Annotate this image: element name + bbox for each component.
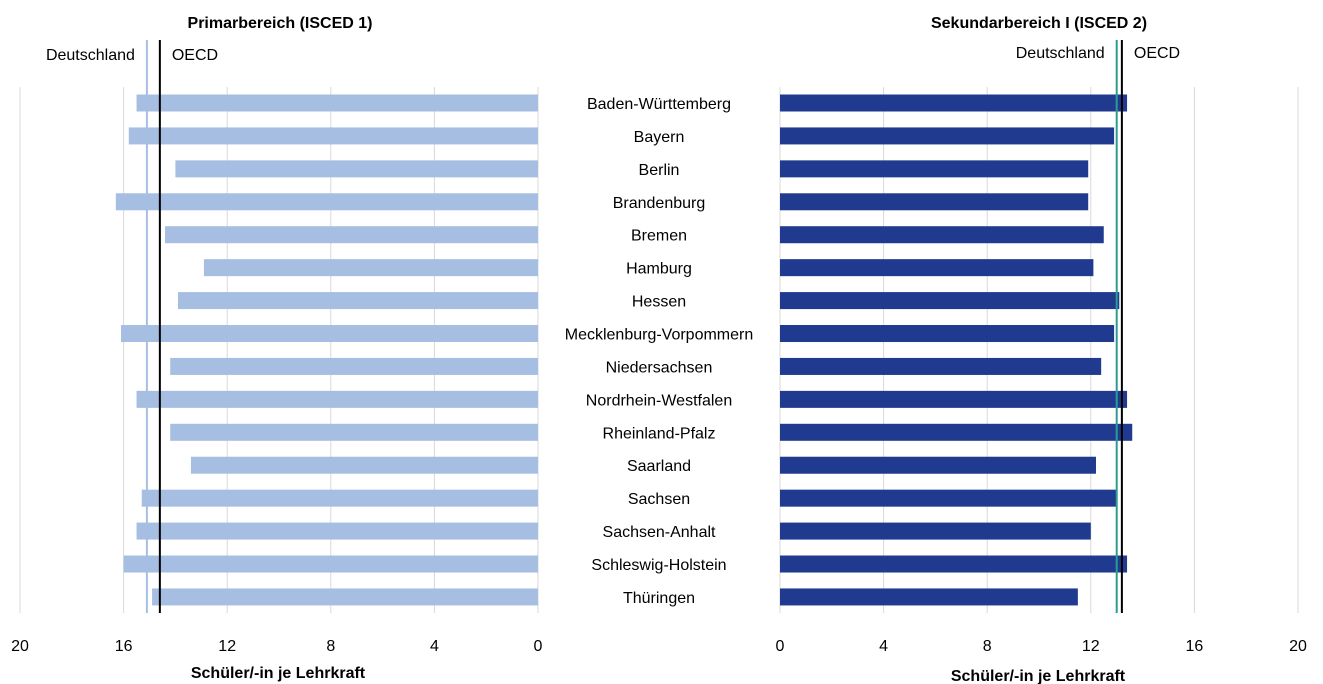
reference-label-sekundar: OECD xyxy=(1134,45,1180,62)
category-label: Mecklenburg-Vorpommern xyxy=(565,327,754,344)
category-label: Brandenburg xyxy=(613,195,706,212)
category-label: Nordrhein-Westfalen xyxy=(586,392,732,409)
bar-sekundar xyxy=(780,292,1120,310)
bar-sekundar xyxy=(780,456,1096,474)
chart-title-primar: Primarbereich (ISCED 1) xyxy=(188,15,373,32)
x-tick-label-primar: 8 xyxy=(326,638,335,655)
bar-sekundar xyxy=(780,522,1091,540)
bar-primar xyxy=(136,94,539,112)
x-tick-label-primar: 0 xyxy=(534,638,543,655)
x-axis-title-sekundar: Schüler/-in je Lehrkraft xyxy=(951,668,1126,684)
bar-primar xyxy=(115,193,538,211)
category-label: Baden-Württemberg xyxy=(587,96,731,113)
reference-label-sekundar: Deutschland xyxy=(1016,45,1105,62)
bar-primar xyxy=(136,390,539,408)
bar-primar xyxy=(128,127,538,145)
reference-label-primar: OECD xyxy=(172,47,218,64)
category-label: Hessen xyxy=(632,294,686,311)
x-axis-title-primar: Schüler/-in je Lehrkraft xyxy=(191,665,366,682)
category-label: Thüringen xyxy=(623,590,695,607)
bar-primar xyxy=(152,588,538,606)
x-tick-label-primar: 16 xyxy=(115,638,133,655)
category-label: Sachsen xyxy=(628,491,690,508)
bar-primar xyxy=(141,489,539,507)
x-tick-label-sekundar: 20 xyxy=(1289,638,1307,655)
x-tick-label-primar: 4 xyxy=(430,638,439,655)
x-tick-label-sekundar: 16 xyxy=(1186,638,1204,655)
bar-sekundar xyxy=(780,423,1133,441)
bar-primar xyxy=(190,456,538,474)
category-label: Sachsen-Anhalt xyxy=(603,524,717,541)
bar-primar xyxy=(177,292,539,310)
bar-sekundar xyxy=(780,357,1102,375)
bar-sekundar xyxy=(780,390,1128,408)
x-tick-label-primar: 20 xyxy=(11,638,29,655)
bar-sekundar xyxy=(780,325,1115,343)
category-label: Bremen xyxy=(631,228,687,245)
reference-label-primar: Deutschland xyxy=(46,47,135,64)
bar-sekundar xyxy=(780,259,1094,277)
bar-primar xyxy=(170,423,538,441)
x-tick-label-primar: 12 xyxy=(218,638,236,655)
chart-title-sekundar: Sekundarbereich I (ISCED 2) xyxy=(931,15,1147,32)
bar-sekundar xyxy=(780,555,1128,573)
category-label: Saarland xyxy=(627,458,691,475)
category-label: Hamburg xyxy=(626,261,692,278)
bar-primar xyxy=(175,160,538,178)
bar-sekundar xyxy=(780,193,1089,211)
category-label: Rheinland-Pfalz xyxy=(603,425,716,442)
x-tick-label-sekundar: 0 xyxy=(776,638,785,655)
category-label: Berlin xyxy=(639,162,680,179)
bar-primar xyxy=(170,357,538,375)
bar-sekundar xyxy=(780,226,1104,244)
category-label: Niedersachsen xyxy=(606,359,713,376)
bar-primar xyxy=(203,259,538,277)
bar-sekundar xyxy=(780,94,1128,112)
bar-primar xyxy=(136,522,539,540)
bar-sekundar xyxy=(780,127,1115,145)
x-tick-label-sekundar: 12 xyxy=(1082,638,1100,655)
x-tick-label-sekundar: 8 xyxy=(983,638,992,655)
bar-sekundar xyxy=(780,160,1089,178)
category-label: Bayern xyxy=(634,129,685,146)
category-label: Schleswig-Holstein xyxy=(591,557,726,574)
bar-primar xyxy=(123,555,538,573)
x-tick-label-sekundar: 4 xyxy=(879,638,888,655)
bar-sekundar xyxy=(780,588,1078,606)
bar-primar xyxy=(121,325,538,343)
bar-sekundar xyxy=(780,489,1117,507)
bar-primar xyxy=(165,226,539,244)
